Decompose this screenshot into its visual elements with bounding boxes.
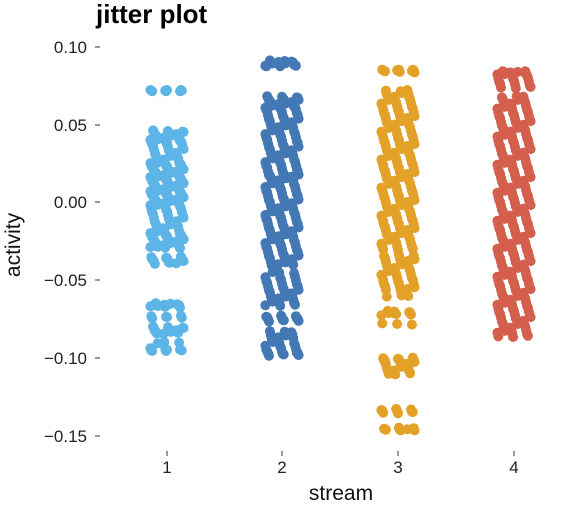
y-tick-label: −0.15	[44, 427, 87, 446]
data-point	[261, 61, 272, 72]
y-axis-title: activity	[2, 212, 25, 277]
data-point	[162, 312, 172, 323]
data-point	[260, 300, 271, 311]
data-point	[392, 319, 403, 329]
data-point	[145, 242, 156, 253]
data-point	[406, 309, 416, 320]
x-tick-label: 1	[162, 458, 171, 477]
data-point	[149, 258, 160, 269]
data-point	[293, 350, 304, 361]
data-point	[525, 81, 536, 92]
x-axis: 1 2 3 4 stream	[162, 451, 519, 505]
data-point	[403, 291, 414, 301]
data-points	[145, 55, 536, 436]
data-point	[176, 85, 187, 96]
data-point	[409, 67, 420, 78]
data-point	[160, 301, 171, 312]
data-point	[158, 328, 169, 339]
data-point	[288, 259, 299, 270]
x-axis-title: stream	[309, 482, 373, 505]
data-point	[276, 60, 287, 71]
data-point	[381, 291, 392, 302]
data-point	[391, 309, 402, 319]
data-point	[405, 368, 416, 379]
data-point	[407, 407, 418, 418]
data-point	[293, 315, 304, 326]
y-tick-label: −0.05	[44, 271, 87, 290]
data-point	[175, 243, 185, 254]
data-point	[162, 85, 172, 95]
x-tick-label: 4	[509, 458, 518, 477]
data-point	[496, 82, 506, 93]
x-tick-label: 3	[393, 458, 402, 477]
y-axis: 0.10 0.05 0.00 −0.05 −0.10 −0.15 activit…	[2, 38, 100, 446]
data-point	[402, 424, 413, 435]
data-point	[290, 60, 301, 71]
data-point	[171, 258, 182, 269]
x-tick-label: 2	[277, 458, 286, 477]
data-point	[160, 242, 171, 253]
data-point	[273, 259, 284, 270]
data-point	[377, 318, 388, 329]
data-point	[278, 315, 289, 326]
data-point	[176, 312, 187, 323]
data-point	[264, 350, 274, 361]
data-point	[147, 313, 158, 324]
data-point	[380, 424, 391, 435]
data-point	[510, 83, 521, 94]
data-point	[145, 301, 156, 312]
data-point	[376, 310, 387, 321]
data-point	[264, 316, 274, 327]
data-point	[275, 300, 286, 311]
data-point	[175, 302, 185, 313]
chart-title: jitter plot	[95, 0, 208, 29]
data-point	[493, 331, 504, 342]
data-point	[522, 330, 533, 341]
data-point	[290, 299, 300, 310]
y-tick-label: 0.05	[54, 116, 87, 135]
y-tick-label: 0.10	[54, 38, 87, 57]
data-point	[173, 327, 184, 338]
data-point	[380, 66, 390, 77]
data-point	[278, 349, 289, 360]
data-point	[394, 66, 405, 77]
y-tick-label: 0.00	[54, 193, 87, 212]
data-point	[378, 407, 389, 418]
data-point	[162, 344, 172, 355]
data-point	[390, 369, 401, 380]
data-point	[176, 345, 187, 356]
data-point	[393, 408, 403, 419]
data-point	[147, 86, 158, 97]
data-point	[508, 332, 519, 342]
data-point	[406, 319, 417, 330]
y-tick-label: −0.10	[44, 349, 87, 368]
data-point	[147, 346, 158, 356]
